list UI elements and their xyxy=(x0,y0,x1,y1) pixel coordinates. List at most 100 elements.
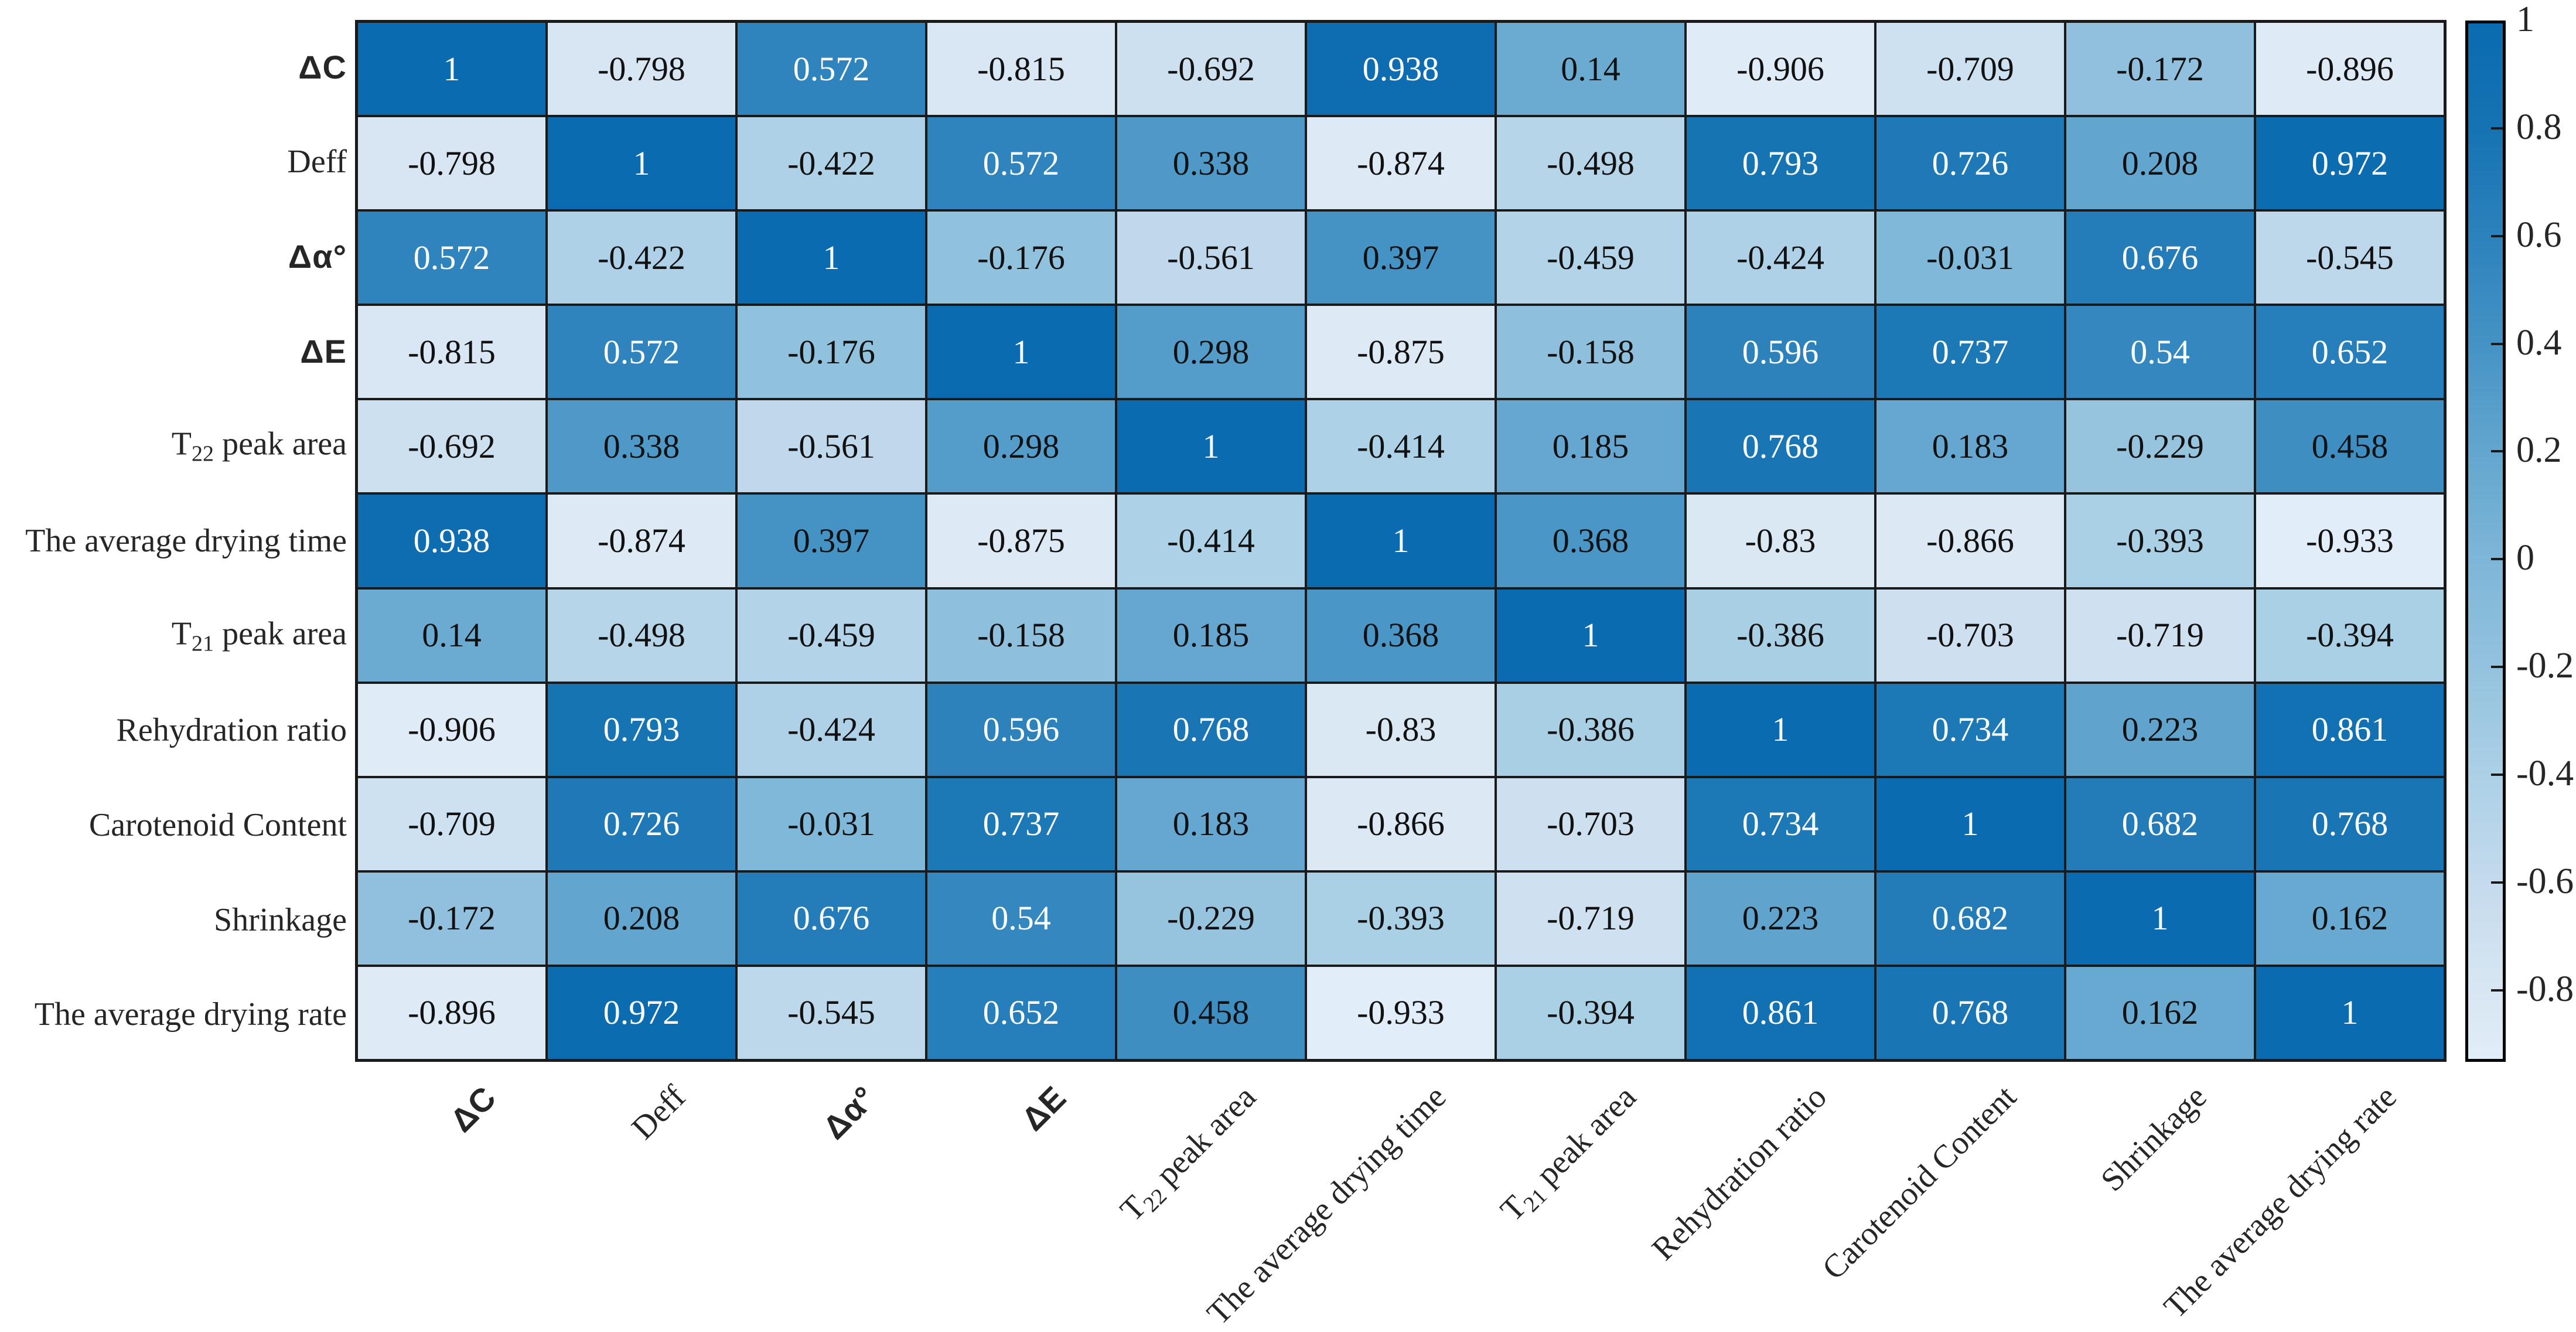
colorbar-tick-label: -0.6 xyxy=(2516,861,2574,901)
column-label: T22 peak area xyxy=(1113,1078,1264,1229)
heatmap-cell: 0.338 xyxy=(1117,117,1305,210)
heatmap-cell: -0.545 xyxy=(2256,212,2444,304)
heatmap-cell: 0.298 xyxy=(1117,306,1305,398)
heatmap-cell: -0.414 xyxy=(1117,495,1305,587)
heatmap-cell: -0.031 xyxy=(738,778,925,870)
heatmap-cell: -0.386 xyxy=(1687,589,1874,682)
heatmap-cell: 0.397 xyxy=(738,495,925,587)
heatmap-cell: -0.386 xyxy=(1497,683,1684,776)
heatmap-cell: 0.793 xyxy=(548,683,735,776)
heatmap-cell: -0.815 xyxy=(358,306,545,398)
heatmap-cell: -0.798 xyxy=(358,117,545,210)
colorbar-tick xyxy=(2491,989,2503,992)
heatmap-cell: -0.692 xyxy=(358,400,545,493)
row-label: Rehydration ratio xyxy=(116,712,347,749)
colorbar-tick xyxy=(2491,450,2503,453)
colorbar-tick-label: 0.2 xyxy=(2516,430,2562,471)
heatmap-cell: 0.185 xyxy=(1117,589,1305,682)
heatmap-cell: -0.875 xyxy=(927,495,1115,587)
heatmap-cell: 0.208 xyxy=(548,872,735,965)
heatmap-cell: 1 xyxy=(1687,683,1874,776)
colorbar-tick xyxy=(2491,558,2503,561)
row-label: T21 peak area xyxy=(171,615,347,656)
row-label: Deff xyxy=(287,144,347,180)
colorbar-tick-label: 0.4 xyxy=(2516,322,2562,363)
heatmap-cell: -0.874 xyxy=(548,495,735,587)
heatmap-cell: -0.422 xyxy=(738,117,925,210)
heatmap-cell: -0.158 xyxy=(1497,306,1684,398)
colorbar-tick xyxy=(2491,127,2503,130)
heatmap-cell: 0.676 xyxy=(738,872,925,965)
heatmap-cell: 0.162 xyxy=(2256,872,2444,965)
colorbar-tick-label: 0.6 xyxy=(2516,214,2562,255)
heatmap-cell: 0.572 xyxy=(927,117,1115,210)
heatmap-cell: 0.938 xyxy=(358,495,545,587)
heatmap-cell: 0.726 xyxy=(1876,117,2064,210)
column-label: Rehydration ratio xyxy=(1644,1078,1834,1268)
row-label: The average drying time xyxy=(25,523,347,559)
row-label: ΔE xyxy=(300,332,347,370)
heatmap-cell: -0.896 xyxy=(2256,23,2444,115)
column-label: Δα° xyxy=(816,1078,883,1147)
colorbar-tick-label: 1 xyxy=(2516,0,2534,40)
heatmap-cell: -0.394 xyxy=(2256,589,2444,682)
heatmap-cell: 1 xyxy=(1307,495,1495,587)
heatmap-cell: -0.393 xyxy=(1307,872,1495,965)
colorbar: 1 0.8 0.6 0.4 0.2 0 -0.2 -0.4 -0.6 -0.8 xyxy=(2465,0,2576,1062)
heatmap-cell: 0.14 xyxy=(1497,23,1684,115)
colorbar-tick-label: -0.8 xyxy=(2516,969,2574,1009)
heatmap-cell: -0.83 xyxy=(1307,683,1495,776)
heatmap-cell: -0.703 xyxy=(1497,778,1684,870)
colorbar-tick-label: 0.8 xyxy=(2516,107,2562,147)
heatmap-cell: 0.208 xyxy=(2066,117,2254,210)
heatmap-cell: 0.652 xyxy=(2256,306,2444,398)
heatmap-cell: 0.458 xyxy=(1117,966,1305,1059)
heatmap-cell: 0.14 xyxy=(358,589,545,682)
heatmap-cell: 0.162 xyxy=(2066,966,2254,1059)
colorbar-tick xyxy=(2491,666,2503,669)
heatmap-cell: -0.172 xyxy=(2066,23,2254,115)
heatmap-cell: 0.726 xyxy=(548,778,735,870)
heatmap-cell: 0.185 xyxy=(1497,400,1684,493)
heatmap-cell: -0.866 xyxy=(1307,778,1495,870)
heatmap-cell: 0.596 xyxy=(927,683,1115,776)
heatmap-cell: -0.866 xyxy=(1876,495,2064,587)
heatmap-cell: -0.459 xyxy=(1497,212,1684,304)
heatmap-cell: 0.972 xyxy=(548,966,735,1059)
colorbar-tick-label: 0 xyxy=(2516,538,2534,578)
heatmap-cell: -0.719 xyxy=(1497,872,1684,965)
heatmap-cell: 0.793 xyxy=(1687,117,1874,210)
heatmap-cell: 0.368 xyxy=(1497,495,1684,587)
heatmap-cell: 1 xyxy=(2066,872,2254,965)
row-label: Shrinkage xyxy=(213,901,347,938)
heatmap-cell: 0.183 xyxy=(1117,778,1305,870)
heatmap-cell: 0.861 xyxy=(1687,966,1874,1059)
heatmap-cell: 0.682 xyxy=(2066,778,2254,870)
heatmap-cell: -0.798 xyxy=(548,23,735,115)
heatmap-cell: -0.414 xyxy=(1307,400,1495,493)
heatmap-cell: -0.896 xyxy=(358,966,545,1059)
colorbar-gradient xyxy=(2465,21,2506,1062)
row-label: The average drying rate xyxy=(34,996,347,1033)
heatmap-cell: 0.938 xyxy=(1307,23,1495,115)
heatmap-cell: 0.397 xyxy=(1307,212,1495,304)
heatmap-cell: -0.498 xyxy=(1497,117,1684,210)
heatmap-cell: -0.703 xyxy=(1876,589,2064,682)
heatmap-cell: -0.545 xyxy=(738,966,925,1059)
heatmap-cell: -0.498 xyxy=(548,589,735,682)
heatmap-cell: -0.229 xyxy=(2066,400,2254,493)
heatmap-cell: -0.424 xyxy=(1687,212,1874,304)
heatmap-cell: -0.459 xyxy=(738,589,925,682)
heatmap-cell: -0.422 xyxy=(548,212,735,304)
heatmap-cell: -0.906 xyxy=(358,683,545,776)
heatmap-cell: 0.972 xyxy=(2256,117,2444,210)
column-label: Shrinkage xyxy=(2094,1078,2214,1199)
heatmap-cell: -0.933 xyxy=(2256,495,2444,587)
column-label: T21 peak area xyxy=(1493,1078,1644,1229)
heatmap-cell: 0.458 xyxy=(2256,400,2444,493)
heatmap-cell: 1 xyxy=(548,117,735,210)
heatmap-cell: -0.692 xyxy=(1117,23,1305,115)
row-label: Δα° xyxy=(288,238,347,275)
column-label: ΔC xyxy=(442,1078,503,1139)
heatmap-cell: 0.676 xyxy=(2066,212,2254,304)
